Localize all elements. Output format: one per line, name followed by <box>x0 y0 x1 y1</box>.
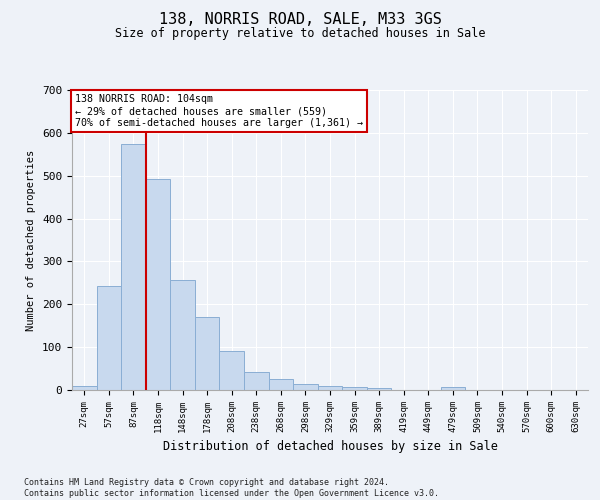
X-axis label: Distribution of detached houses by size in Sale: Distribution of detached houses by size … <box>163 440 497 454</box>
Bar <box>97 286 121 390</box>
Bar <box>440 388 465 390</box>
Text: 138, NORRIS ROAD, SALE, M33 3GS: 138, NORRIS ROAD, SALE, M33 3GS <box>158 12 442 28</box>
Bar <box>170 280 195 390</box>
Bar <box>269 380 293 390</box>
Bar <box>367 388 391 390</box>
Bar <box>244 372 269 390</box>
Bar <box>72 386 97 390</box>
Bar <box>121 144 146 390</box>
Bar <box>342 388 367 390</box>
Bar <box>195 317 220 390</box>
Bar <box>293 384 318 390</box>
Text: Size of property relative to detached houses in Sale: Size of property relative to detached ho… <box>115 28 485 40</box>
Bar <box>318 386 342 390</box>
Bar <box>146 178 170 390</box>
Text: 138 NORRIS ROAD: 104sqm
← 29% of detached houses are smaller (559)
70% of semi-d: 138 NORRIS ROAD: 104sqm ← 29% of detache… <box>74 94 362 128</box>
Bar <box>220 350 244 390</box>
Y-axis label: Number of detached properties: Number of detached properties <box>26 150 37 330</box>
Text: Contains HM Land Registry data © Crown copyright and database right 2024.
Contai: Contains HM Land Registry data © Crown c… <box>24 478 439 498</box>
